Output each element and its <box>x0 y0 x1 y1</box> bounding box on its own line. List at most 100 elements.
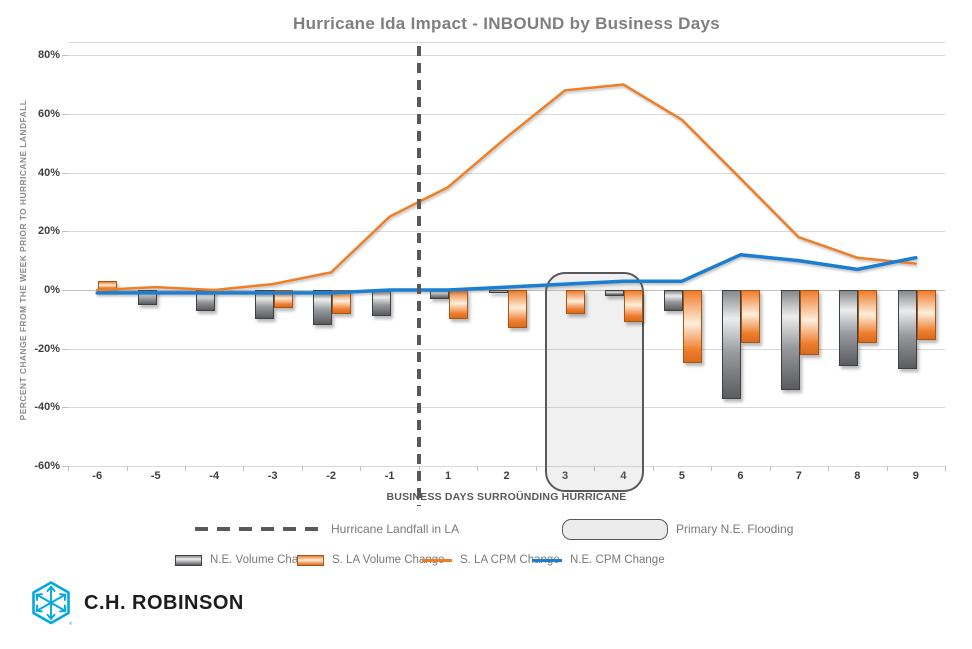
x-axis-title: BUSINESS DAYS SURROÜNDING HURRICANE <box>386 491 627 503</box>
x-axis-tick <box>477 466 479 471</box>
logo-brand-text: C.H. ROBINSON <box>84 591 244 614</box>
x-axis-tick <box>711 466 713 471</box>
x-tick-label: 7 <box>795 470 802 482</box>
plot-top-border <box>68 42 945 43</box>
gridline <box>68 113 945 115</box>
bar-ne-volume-day-7 <box>780 290 800 390</box>
x-tick-label: 5 <box>678 470 685 482</box>
x-axis-tick <box>301 466 303 471</box>
bar-sla-volume-day-6 <box>741 290 761 343</box>
x-axis-tick <box>243 466 245 471</box>
legend-label: Hurricane Landfall in LA <box>331 522 460 536</box>
y-axis-tick <box>62 113 68 115</box>
bar-ne-volume-day-4 <box>605 290 625 296</box>
gridline <box>68 348 945 350</box>
legend-label: N.E. Volume Change <box>210 554 318 566</box>
legend-label: N.E. CPM Change <box>570 554 665 566</box>
legend-label: S. LA CPM Change <box>460 554 560 566</box>
x-axis-tick <box>535 466 537 471</box>
legend-item-landfall: Hurricane Landfall in LA <box>195 516 459 542</box>
line-n-e-cpm-change <box>95 253 918 295</box>
x-tick-label: 4 <box>620 470 627 482</box>
legend-label: S. LA Volume Change <box>332 554 445 566</box>
blue-line-swatch <box>532 558 562 562</box>
orange-line-swatch <box>422 558 452 562</box>
x-tick-label: 1 <box>444 470 452 482</box>
y-tick-label: 60% <box>37 107 60 120</box>
y-tick-label: 80% <box>37 49 60 62</box>
legend-label: Primary N.E. Flooding <box>676 522 794 536</box>
bar-sla-volume-day-5 <box>682 290 702 364</box>
x-tick-label: -6 <box>92 470 103 482</box>
bar-ne-volume-day--2 <box>313 290 333 326</box>
y-tick-label: 40% <box>37 166 60 179</box>
hurricane-landfall-dashed-line <box>417 46 421 506</box>
x-axis-tick <box>594 466 596 471</box>
x-axis-tick <box>945 466 946 471</box>
y-axis-tick <box>62 466 68 468</box>
x-axis-tick <box>126 466 128 471</box>
gridline <box>68 231 945 233</box>
y-axis-tick <box>62 231 68 233</box>
y-tick-label: 0% <box>44 284 60 296</box>
legend-row-series: N.E. Volume Change S. LA Volume Change S… <box>0 547 972 573</box>
bar-ne-volume-day--3 <box>254 290 274 320</box>
dashed-line-swatch <box>195 527 323 531</box>
y-axis-tick <box>62 290 68 291</box>
x-tick-label: -4 <box>209 470 220 482</box>
y-axis-tick <box>62 172 68 174</box>
x-tick-label: -2 <box>326 470 336 482</box>
gridline <box>68 172 945 174</box>
x-tick-label: 2 <box>503 470 510 482</box>
legend-item-flooding: Primary N.E. Flooding <box>562 516 793 542</box>
legend-item-ne-cpm: N.E. CPM Change <box>532 547 665 573</box>
y-axis-tick <box>62 55 68 57</box>
x-axis-tick <box>184 466 186 471</box>
x-tick-label: -3 <box>267 470 278 482</box>
ch-robinson-logo: ® C.H. ROBINSON <box>30 580 244 626</box>
x-axis-tick <box>360 466 362 471</box>
x-axis-tick <box>828 466 830 471</box>
line-s-la-cpm-change <box>95 83 918 292</box>
legend-row-annotations: Hurricane Landfall in LA Primary N.E. Fl… <box>0 516 972 542</box>
bar-sla-volume-day-2 <box>507 290 527 329</box>
x-axis-tick <box>769 466 771 471</box>
x-tick-label: 9 <box>912 470 919 482</box>
y-axis-tick <box>62 348 68 350</box>
bar-sla-volume-day-8 <box>858 290 878 343</box>
x-tick-label: -1 <box>384 470 395 482</box>
gray-bar-swatch <box>175 554 202 566</box>
x-axis-tick <box>886 466 888 471</box>
bar-sla-volume-day-7 <box>799 290 819 355</box>
y-tick-label: 20% <box>37 225 60 238</box>
orange-bar-swatch <box>297 554 324 566</box>
y-tick-label: -60% <box>34 460 60 473</box>
bar-ne-volume-day-8 <box>839 290 859 367</box>
gridline <box>68 466 945 468</box>
gridline <box>68 55 945 57</box>
svg-text:®: ® <box>69 620 72 626</box>
bar-sla-volume-day-9 <box>916 290 936 340</box>
bar-ne-volume-day-9 <box>897 290 917 370</box>
y-tick-label: -40% <box>34 401 60 414</box>
legend-item-sla-volume: S. LA Volume Change <box>297 547 445 573</box>
x-axis-tick <box>652 466 654 471</box>
bar-ne-volume-day-6 <box>722 290 742 399</box>
bar-ne-volume-day-5 <box>663 290 683 311</box>
x-tick-label: 8 <box>854 470 861 482</box>
rounded-box-swatch <box>562 518 668 540</box>
legend-item-sla-cpm: S. LA CPM Change <box>422 547 560 573</box>
x-tick-label: 3 <box>561 470 569 482</box>
ch-robinson-hexagon-icon: ® <box>32 581 72 626</box>
y-tick-label: -20% <box>34 342 60 355</box>
bar-sla-volume-day-4 <box>624 290 644 323</box>
x-axis-tick <box>68 466 69 471</box>
x-tick-label: 6 <box>737 470 744 482</box>
bar-ne-volume-day-2 <box>488 290 508 293</box>
y-axis-tick <box>62 407 68 409</box>
bar-sla-volume-day-3 <box>566 290 585 314</box>
gridline <box>68 407 945 409</box>
x-tick-label: -5 <box>150 470 161 482</box>
